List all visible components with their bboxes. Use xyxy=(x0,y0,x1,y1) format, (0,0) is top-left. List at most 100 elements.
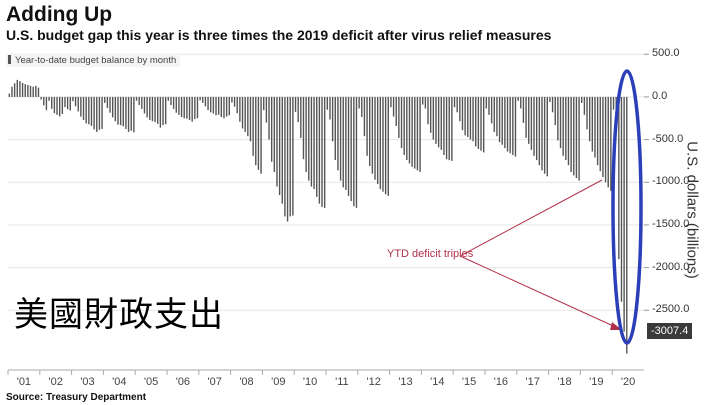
bar xyxy=(361,96,363,117)
y-axis-label: U.S. dollars (billions) xyxy=(683,141,701,279)
bar xyxy=(456,96,458,113)
bar xyxy=(292,96,294,216)
bar xyxy=(350,96,352,202)
y-tick-label: -1000.0 xyxy=(652,175,690,188)
bar xyxy=(24,84,26,97)
bar xyxy=(318,96,321,204)
bar xyxy=(204,96,207,107)
bar xyxy=(419,96,421,173)
bar xyxy=(125,96,127,129)
x-tick-label: '17 xyxy=(525,376,540,388)
bar xyxy=(223,96,225,119)
bar xyxy=(138,96,140,106)
bar xyxy=(602,96,604,178)
x-tick-label: '15 xyxy=(461,376,477,388)
last-value-label: -3007.4 xyxy=(647,323,693,339)
bar xyxy=(167,96,170,101)
chart-subtitle: U.S. budget gap this year is three times… xyxy=(6,27,552,43)
x-tick-label: '18 xyxy=(557,376,572,388)
bar xyxy=(109,96,111,113)
bar xyxy=(316,96,318,197)
bar xyxy=(225,96,228,117)
bar xyxy=(347,96,350,196)
bar xyxy=(308,96,310,181)
bar xyxy=(13,83,16,97)
bar xyxy=(448,96,450,161)
bar xyxy=(11,86,13,97)
bar xyxy=(143,96,146,114)
bar xyxy=(37,87,40,97)
bar xyxy=(453,96,456,108)
y-tick-label: -2000.0 xyxy=(652,260,690,273)
bar xyxy=(69,96,71,111)
bar xyxy=(353,96,355,207)
bar xyxy=(570,96,572,173)
bar xyxy=(74,96,77,107)
x-tick-label: '08 xyxy=(239,376,254,388)
bar xyxy=(610,96,612,191)
bar xyxy=(278,96,281,196)
bar xyxy=(228,96,230,116)
bar xyxy=(212,96,215,114)
bar xyxy=(215,96,217,116)
bar xyxy=(175,96,177,113)
bar xyxy=(157,96,159,124)
bar xyxy=(162,96,164,126)
bar xyxy=(514,96,517,157)
bar xyxy=(565,96,567,161)
bar xyxy=(363,96,366,137)
y-tick-label: -500.0 xyxy=(652,132,684,145)
bar xyxy=(517,96,519,101)
bar xyxy=(199,96,201,101)
bar xyxy=(19,81,21,97)
x-tick-label: '06 xyxy=(175,376,191,388)
bar xyxy=(194,96,196,120)
bar xyxy=(586,96,588,130)
bar xyxy=(45,96,48,111)
bar xyxy=(371,96,374,174)
bar xyxy=(241,96,244,129)
bar xyxy=(390,96,392,108)
bar xyxy=(528,96,530,144)
bar xyxy=(106,96,109,109)
x-tick-label: '04 xyxy=(112,376,127,388)
bar xyxy=(432,96,435,140)
bar xyxy=(98,96,101,130)
bar xyxy=(300,96,302,138)
bar xyxy=(40,96,42,100)
bar xyxy=(178,96,180,115)
bar xyxy=(29,85,32,97)
legend: Year-to-date budget balance by month xyxy=(6,54,181,67)
bar xyxy=(64,96,66,108)
bar xyxy=(533,96,535,156)
bar xyxy=(384,96,387,195)
y-tick-label: 0.0 xyxy=(652,89,668,102)
bar xyxy=(485,96,488,109)
bar xyxy=(387,96,389,196)
bar xyxy=(236,96,238,114)
bar xyxy=(469,96,472,140)
bar xyxy=(255,96,257,166)
bar xyxy=(270,96,273,162)
bar xyxy=(543,96,546,174)
bar xyxy=(146,96,148,118)
legend-swatch xyxy=(8,55,11,64)
bar xyxy=(461,96,464,131)
bar xyxy=(321,96,323,208)
bar xyxy=(549,96,551,103)
bar xyxy=(191,96,193,122)
bar xyxy=(149,96,151,120)
bar xyxy=(85,96,87,124)
bar xyxy=(525,96,527,138)
bar xyxy=(554,96,556,126)
bar xyxy=(326,96,329,110)
bar xyxy=(260,96,262,174)
bar xyxy=(313,96,315,190)
bar xyxy=(180,96,183,117)
bar xyxy=(265,96,268,123)
bar xyxy=(217,96,220,115)
bar xyxy=(604,96,607,183)
bar xyxy=(578,96,580,181)
bar xyxy=(530,96,533,150)
y-tick-label: 500.0 xyxy=(652,47,680,60)
